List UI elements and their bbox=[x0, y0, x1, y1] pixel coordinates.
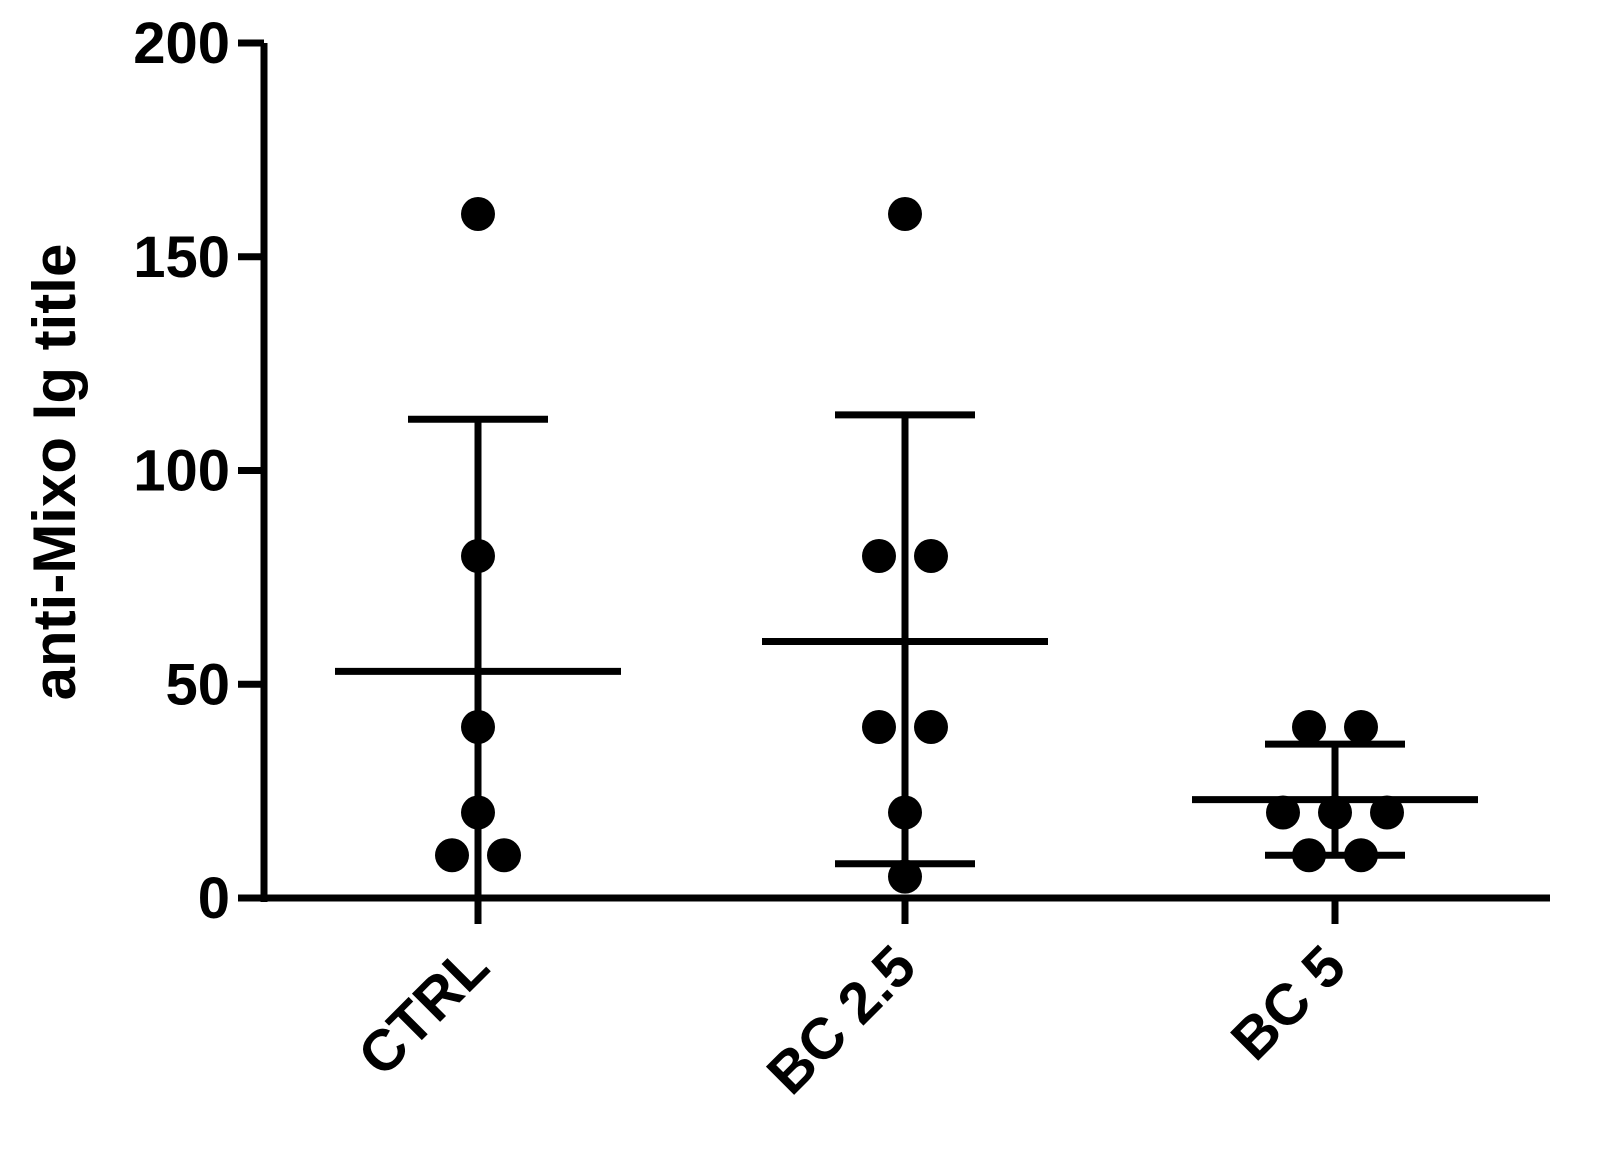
data-point bbox=[1292, 710, 1326, 744]
data-point bbox=[1344, 838, 1378, 873]
data-point bbox=[888, 795, 922, 830]
y-tick-label: 200 bbox=[133, 11, 230, 76]
x-tick-label: BC 2.5 bbox=[755, 933, 929, 1107]
data-point bbox=[487, 838, 521, 873]
data-point bbox=[862, 539, 896, 573]
x-tick-label: CTRL bbox=[346, 933, 501, 1088]
data-point bbox=[435, 838, 469, 873]
data-point bbox=[888, 859, 922, 894]
data-point bbox=[461, 710, 495, 744]
y-ticks: 0 50 100 150 200 bbox=[133, 11, 264, 931]
data-groups: CTRL BC 2.5 BC 5 bbox=[335, 197, 1478, 1107]
y-tick-label: 100 bbox=[133, 439, 230, 504]
y-tick-label: 50 bbox=[165, 652, 230, 717]
group-2: BC 2.5 bbox=[755, 197, 1048, 1107]
group-1: CTRL bbox=[335, 197, 621, 1089]
group-3: BC 5 bbox=[1192, 710, 1478, 1073]
data-point bbox=[888, 197, 922, 231]
y-axis-label: anti-Mixo Ig title bbox=[21, 244, 88, 701]
data-point bbox=[461, 795, 495, 830]
data-point bbox=[1266, 795, 1300, 830]
data-point bbox=[1370, 795, 1404, 830]
data-point bbox=[914, 710, 948, 744]
data-point bbox=[461, 197, 495, 231]
data-point bbox=[1318, 795, 1352, 830]
data-point bbox=[862, 710, 896, 744]
y-tick-label: 150 bbox=[133, 225, 230, 290]
x-tick-label: BC 5 bbox=[1219, 933, 1358, 1072]
data-point bbox=[1292, 838, 1326, 873]
data-point bbox=[461, 539, 495, 573]
y-tick-label: 0 bbox=[198, 866, 230, 931]
data-point bbox=[1344, 710, 1378, 744]
data-point bbox=[914, 539, 948, 573]
